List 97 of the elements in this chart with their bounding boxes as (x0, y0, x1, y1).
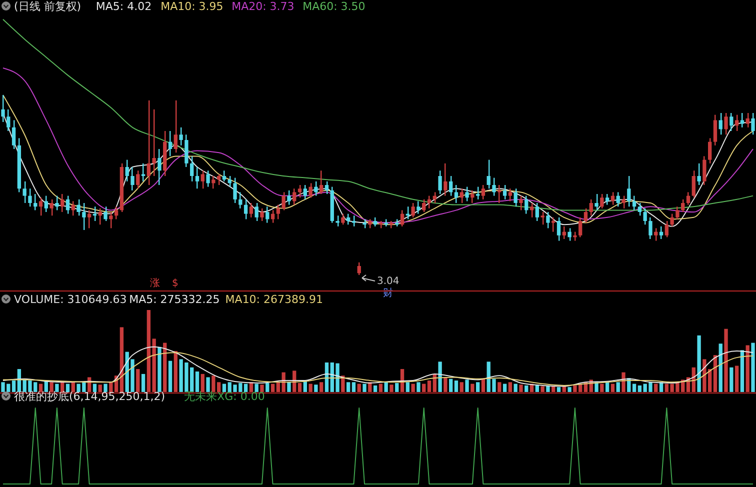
chart-title: 很准的抄底(6,14,95,250,1,2) (14, 390, 166, 403)
bar (120, 327, 124, 392)
bar (411, 384, 415, 392)
bar (362, 384, 366, 392)
bar (341, 376, 345, 392)
bar (740, 350, 744, 392)
chart-title: VOLUME: 310649.63 (14, 293, 127, 306)
bar (730, 367, 734, 392)
text: 涨 (150, 277, 160, 289)
bar (174, 351, 178, 392)
bar (556, 387, 561, 392)
bar (395, 382, 399, 392)
bar (244, 384, 248, 392)
bar (632, 384, 636, 392)
bar (136, 369, 140, 392)
bar (270, 384, 275, 392)
text: MA5: 275332.25 (129, 293, 220, 306)
chart-title: (日线 前复权) (14, 0, 82, 13)
bar (314, 384, 318, 392)
bar (422, 384, 426, 392)
bar (508, 382, 512, 392)
bar (357, 384, 361, 392)
bar (260, 384, 264, 392)
text: MA10: 267389.91 (225, 293, 324, 306)
bar (352, 382, 356, 392)
bar (454, 380, 458, 392)
text: $ (172, 278, 178, 289)
bar (605, 382, 610, 392)
bar (470, 384, 474, 392)
bar (158, 346, 162, 392)
bar (50, 382, 54, 392)
bar (38, 384, 43, 392)
bar (746, 345, 750, 392)
bar (44, 381, 48, 392)
bar (481, 378, 486, 392)
bar (724, 328, 728, 392)
bar (427, 380, 432, 392)
bar (416, 382, 420, 392)
bar (266, 382, 270, 392)
bar (524, 385, 528, 392)
bar (92, 384, 97, 392)
bar (438, 362, 442, 392)
bar (600, 384, 604, 392)
bar (254, 384, 258, 392)
bar (406, 382, 410, 392)
bar (346, 382, 350, 392)
bar (373, 385, 378, 392)
bar (654, 384, 658, 392)
bar (616, 382, 620, 392)
bar (195, 372, 200, 392)
bar (200, 374, 204, 392)
bar (514, 384, 518, 392)
bar (12, 380, 16, 392)
bar (751, 342, 755, 392)
bar (449, 378, 453, 392)
bar (638, 385, 642, 392)
bar (502, 384, 507, 392)
bar (222, 384, 226, 392)
bar (460, 382, 464, 392)
bar (384, 382, 388, 392)
bar (71, 382, 75, 392)
text: MA10: 3.95 (160, 0, 224, 13)
bar (535, 385, 540, 392)
series-label: 无未来XG: 0.00 (184, 390, 265, 403)
bar (734, 366, 739, 392)
bar (163, 342, 167, 392)
bar (320, 382, 324, 392)
bar (519, 384, 523, 392)
bar (444, 377, 448, 392)
bar (98, 384, 102, 392)
bar (568, 387, 572, 392)
bar (109, 382, 113, 392)
bar (540, 386, 544, 392)
bar (308, 384, 312, 392)
bar (66, 384, 70, 392)
bar (465, 380, 469, 392)
bar (378, 384, 383, 392)
text: MA5: 4.02 (96, 0, 152, 13)
bar (713, 355, 718, 392)
bar (168, 360, 172, 392)
text: MA20: 3.73 (232, 0, 294, 13)
bar (610, 384, 615, 392)
bar (552, 386, 556, 392)
bar (390, 384, 394, 392)
bar (287, 382, 291, 392)
bar (697, 335, 701, 392)
text: MA60: 3.50 (302, 0, 366, 13)
bar (718, 344, 722, 392)
bar (206, 377, 210, 392)
bar (298, 382, 302, 392)
bar (55, 384, 59, 392)
bar (498, 382, 502, 392)
bar (476, 382, 480, 392)
text: 3.04 (377, 276, 400, 287)
bar (141, 374, 146, 392)
bar (622, 372, 626, 392)
bar (104, 384, 108, 392)
